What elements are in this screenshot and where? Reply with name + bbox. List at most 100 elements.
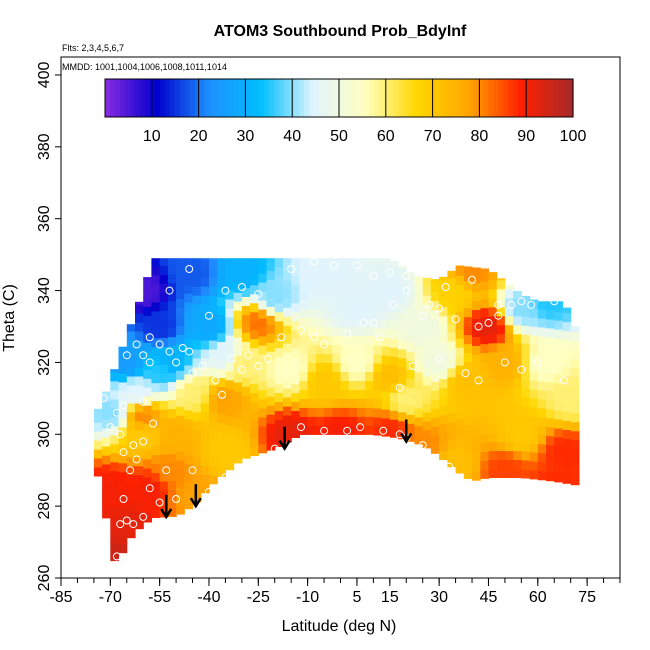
heat-cell (266, 414, 276, 424)
heat-cell (209, 366, 218, 377)
heat-cell (135, 366, 144, 377)
heat-cell (537, 309, 547, 319)
observation-point (129, 441, 138, 450)
heat-cell (250, 320, 259, 331)
heat-cell (472, 267, 481, 275)
heat-cell (348, 263, 358, 274)
heat-cell (447, 367, 457, 378)
heat-cell (537, 326, 547, 337)
heat-cell (356, 299, 366, 310)
heat-cell (332, 362, 342, 372)
heat-cell (225, 352, 235, 363)
heat-cell (570, 331, 580, 342)
observation-point (99, 394, 108, 403)
heat-cell (447, 278, 457, 288)
heat-cell (192, 429, 202, 440)
heat-cell (562, 312, 572, 323)
heat-cell (118, 471, 128, 482)
down-arrow-marker (189, 484, 202, 509)
heat-cell (324, 272, 333, 283)
heat-cell (480, 433, 490, 443)
heat-cell (159, 258, 169, 266)
heat-cell (233, 453, 243, 464)
heat-cell (159, 391, 169, 401)
y-tick-label: 300 (36, 421, 53, 448)
observation-point (395, 383, 404, 392)
heat-cell (529, 415, 539, 426)
heat-cell (472, 462, 481, 472)
heat-cell (200, 357, 210, 368)
heat-cell (373, 273, 383, 283)
colorbar-segment (503, 79, 509, 117)
heat-cell (447, 331, 457, 342)
heat-cell (225, 316, 235, 327)
heat-cell (217, 278, 226, 289)
heat-cell (126, 474, 136, 485)
heat-cell (151, 319, 161, 330)
heat-cell (118, 444, 128, 455)
heat-cell (480, 406, 490, 416)
colorbar-tick-label: 20 (190, 128, 208, 145)
y-tick-label: 380 (36, 133, 53, 160)
heat-cell (562, 330, 572, 341)
heat-cell (184, 472, 194, 483)
heat-cell (241, 296, 251, 306)
heat-cell (472, 300, 481, 310)
heat-cell (200, 304, 210, 314)
heat-cell (225, 271, 235, 282)
heat-cell (463, 352, 473, 363)
heat-cell (513, 441, 522, 452)
heat-cell (274, 266, 284, 277)
heat-cell (135, 438, 144, 449)
heat-cell (472, 336, 481, 346)
heat-cell (381, 292, 391, 302)
heat-cell (381, 427, 391, 437)
heat-cell (266, 324, 276, 334)
heat-cell (537, 353, 547, 364)
heat-cell (546, 301, 555, 311)
heat-cell (570, 358, 580, 369)
heat-cell (135, 474, 144, 485)
heat-cell (324, 416, 333, 426)
heat-cell (217, 377, 226, 388)
observation-point (550, 297, 559, 306)
colorbar-segment (334, 79, 340, 117)
heat-cell (233, 292, 243, 302)
heat-cell (414, 380, 424, 391)
heat-cell (455, 347, 465, 357)
heat-cell (192, 268, 202, 278)
heat-cell (110, 380, 120, 391)
heat-cell (192, 447, 202, 458)
heat-cell (274, 302, 284, 313)
heat-cell (365, 425, 374, 435)
heat-cell (398, 276, 407, 287)
x-tick-label: 75 (578, 589, 596, 606)
heat-cell (554, 373, 563, 384)
heat-cell (184, 409, 194, 420)
heat-cell (414, 371, 424, 382)
heat-cell (274, 383, 284, 394)
heat-cell (414, 416, 424, 427)
colorbar-segment (488, 79, 494, 117)
heat-cell (143, 423, 152, 433)
y-tick-label: 260 (36, 565, 53, 592)
x-axis-label: Latitude (deg N) (282, 618, 397, 635)
heat-cell (135, 331, 144, 341)
heat-cell (422, 429, 432, 440)
heat-cell (562, 393, 572, 403)
heat-cell (496, 279, 506, 290)
heat-cell (546, 327, 555, 338)
heat-cell (200, 393, 210, 404)
heat-cell (192, 277, 202, 287)
heat-cell (398, 357, 407, 368)
heat-cell (324, 335, 333, 346)
heat-cell (274, 258, 284, 268)
heat-cell (554, 382, 563, 393)
heat-cell (192, 420, 202, 431)
heat-cell (381, 258, 391, 266)
heat-cell (496, 396, 506, 407)
heat-cell (184, 311, 194, 321)
heat-cell (307, 380, 317, 390)
heat-cell (225, 298, 235, 309)
heat-cell (176, 451, 185, 461)
